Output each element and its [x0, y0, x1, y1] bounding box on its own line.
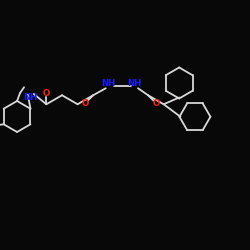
Text: O: O — [43, 89, 50, 98]
Text: O: O — [153, 99, 160, 108]
Text: O: O — [81, 99, 88, 108]
Text: NH: NH — [128, 79, 141, 88]
Text: NH: NH — [23, 93, 38, 102]
Text: NH: NH — [102, 79, 116, 88]
